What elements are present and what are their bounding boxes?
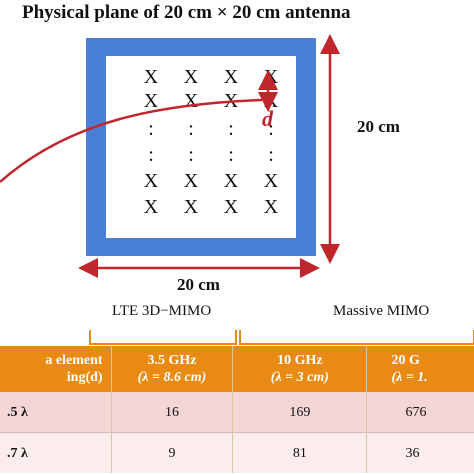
antenna-element: X bbox=[263, 196, 279, 218]
count-cell: 169 bbox=[232, 392, 367, 433]
width-label: 20 cm bbox=[177, 275, 220, 294]
count-cell: 16 bbox=[110, 392, 233, 433]
ellipsis-mark: : bbox=[188, 144, 194, 166]
element-row: X X X X bbox=[106, 194, 296, 220]
header-20ghz: 20 G (λ = 1. bbox=[366, 346, 474, 392]
antenna-element: X bbox=[143, 170, 159, 192]
antenna-element: X bbox=[183, 170, 199, 192]
ellipsis-mark: : bbox=[268, 144, 274, 166]
count-cell: 676 bbox=[366, 392, 474, 433]
antenna-element: X bbox=[143, 90, 159, 112]
massive-mimo-group-label: Massive MIMO bbox=[333, 303, 430, 319]
ellipsis-mark: : bbox=[228, 144, 234, 166]
antenna-element: X bbox=[143, 66, 159, 88]
spacing-cell: .7 λ bbox=[0, 432, 112, 473]
ellipsis-mark: : bbox=[148, 118, 154, 140]
header-10ghz: 10 GHz (λ = 3 cm) bbox=[232, 346, 367, 392]
table-row: .5 λ 16 169 676 bbox=[0, 392, 474, 433]
height-label: 20 cm bbox=[357, 117, 400, 136]
ellipsis-mark: : bbox=[228, 118, 234, 140]
antenna-element: X bbox=[183, 66, 199, 88]
antenna-element: X bbox=[183, 196, 199, 218]
count-cell: 81 bbox=[232, 432, 367, 473]
lte-group-label: LTE 3D−MIMO bbox=[112, 303, 212, 319]
antenna-element: X bbox=[223, 66, 239, 88]
antenna-element: X bbox=[143, 196, 159, 218]
table-header-row: a element ing(d) 3.5 GHz (λ = 8.6 cm) 10… bbox=[0, 346, 474, 392]
antenna-element: X bbox=[223, 170, 239, 192]
callout-curve bbox=[0, 98, 263, 183]
ellipsis-row: : : : : bbox=[106, 142, 296, 168]
header-spacing: a element ing(d) bbox=[0, 346, 112, 392]
spacing-cell: .5 λ bbox=[0, 392, 112, 433]
massive-mimo-bracket bbox=[239, 330, 474, 345]
ellipsis-mark: : bbox=[188, 118, 194, 140]
count-cell: 9 bbox=[110, 432, 233, 473]
antenna-element: X bbox=[263, 170, 279, 192]
antenna-plane: X X X X X X X X : : : : : : : : X X X X bbox=[86, 38, 316, 256]
antenna-element: X bbox=[223, 196, 239, 218]
header-3-5ghz: 3.5 GHz (λ = 8.6 cm) bbox=[110, 346, 233, 392]
figure-title: Physical plane of 20 cm × 20 cm antenna bbox=[22, 2, 351, 23]
count-cell: 36 bbox=[366, 432, 474, 473]
antenna-count-table: a element ing(d) 3.5 GHz (λ = 8.6 cm) 10… bbox=[0, 346, 474, 473]
lte-bracket bbox=[89, 330, 237, 345]
table-row: .7 λ 9 81 36 bbox=[0, 432, 474, 473]
ellipsis-mark: : bbox=[148, 144, 154, 166]
antenna-element-grid: X X X X X X X X : : : : : : : : X X X X bbox=[106, 56, 296, 238]
element-row: X X X X bbox=[106, 168, 296, 194]
ellipsis-mark: : bbox=[268, 118, 274, 140]
ellipsis-row: : : : : bbox=[106, 116, 296, 142]
spacing-label: d bbox=[262, 106, 273, 131]
